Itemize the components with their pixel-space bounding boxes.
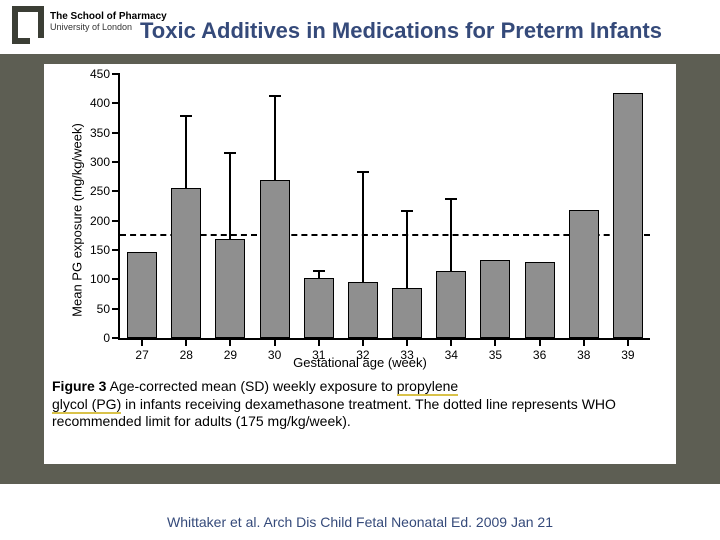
error-bar: [229, 153, 231, 240]
x-tick: [406, 338, 408, 346]
y-tick: [112, 102, 120, 104]
error-cap: [224, 152, 236, 154]
x-tick: [185, 338, 187, 346]
y-tick-label: 450: [80, 67, 110, 81]
error-bar: [185, 116, 187, 188]
y-tick: [112, 337, 120, 339]
slide-root: The School of Pharmacy University of Lon…: [0, 0, 720, 540]
caption-prefix: Figure 3: [52, 378, 106, 394]
y-tick: [112, 220, 120, 222]
y-tick: [112, 249, 120, 251]
caption-highlight-2: glycol (PG): [52, 396, 121, 414]
error-cap: [180, 115, 192, 117]
bar: [613, 93, 643, 338]
bar: [215, 239, 245, 338]
error-bar: [274, 96, 276, 179]
x-tick: [274, 338, 276, 346]
bar: [392, 288, 422, 338]
y-tick: [112, 73, 120, 75]
caption-highlight-1: propylene: [397, 378, 459, 396]
x-tick: [539, 338, 541, 346]
chart-panel: Mean PG exposure (mg/kg/week) Gestationa…: [44, 64, 676, 464]
bar: [525, 262, 555, 338]
x-tick-label: 34: [445, 348, 458, 362]
x-tick-label: 39: [621, 348, 634, 362]
caption-before: Age-corrected mean (SD) weekly exposure …: [106, 378, 396, 394]
y-tick-label: 200: [80, 214, 110, 228]
x-tick-label: 30: [268, 348, 281, 362]
x-tick-label: 38: [577, 348, 590, 362]
y-tick-label: 300: [80, 155, 110, 169]
x-tick-label: 35: [489, 348, 502, 362]
x-tick: [583, 338, 585, 346]
logo-mark: [12, 6, 44, 38]
error-bar: [450, 199, 452, 271]
bar: [304, 278, 334, 338]
x-tick: [362, 338, 364, 346]
error-cap: [313, 270, 325, 272]
error-bar: [406, 211, 408, 288]
bar: [260, 180, 290, 338]
y-tick: [112, 161, 120, 163]
slide-title: Toxic Additives in Medications for Prete…: [140, 18, 716, 44]
y-tick-label: 350: [80, 126, 110, 140]
x-tick: [318, 338, 320, 346]
bar: [480, 260, 510, 338]
x-tick-label: 33: [400, 348, 413, 362]
error-bar: [318, 271, 320, 278]
plot-area: 0501001502002503003504004502728293031323…: [118, 74, 650, 340]
y-tick-label: 250: [80, 184, 110, 198]
bar: [436, 271, 466, 338]
plot-wrap: Mean PG exposure (mg/kg/week) Gestationa…: [52, 70, 668, 370]
x-tick: [494, 338, 496, 346]
x-tick-label: 36: [533, 348, 546, 362]
x-tick: [229, 338, 231, 346]
x-tick: [141, 338, 143, 346]
bar: [171, 188, 201, 338]
x-tick-label: 28: [180, 348, 193, 362]
citation: Whittaker et al. Arch Dis Child Fetal Ne…: [0, 514, 720, 530]
error-cap: [445, 198, 457, 200]
x-tick-label: 31: [312, 348, 325, 362]
x-tick: [450, 338, 452, 346]
x-tick: [627, 338, 629, 346]
bar: [127, 252, 157, 338]
x-tick-label: 29: [224, 348, 237, 362]
error-cap: [269, 95, 281, 97]
bar: [569, 210, 599, 338]
y-tick: [112, 278, 120, 280]
y-tick: [112, 190, 120, 192]
x-tick-label: 32: [356, 348, 369, 362]
figure-caption: Figure 3 Age-corrected mean (SD) weekly …: [52, 378, 668, 431]
error-cap: [357, 171, 369, 173]
y-tick: [112, 132, 120, 134]
x-tick-label: 27: [135, 348, 148, 362]
y-tick-label: 400: [80, 96, 110, 110]
y-tick-label: 150: [80, 243, 110, 257]
y-tick-label: 100: [80, 272, 110, 286]
y-tick-label: 50: [80, 302, 110, 316]
caption-after: in infants receiving dexamethasone treat…: [52, 396, 616, 430]
y-tick: [112, 308, 120, 310]
error-bar: [362, 172, 364, 282]
y-tick-label: 0: [80, 331, 110, 345]
bar: [348, 282, 378, 338]
error-cap: [401, 210, 413, 212]
